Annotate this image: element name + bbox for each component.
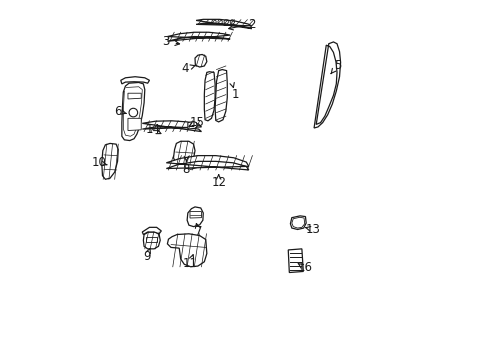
Polygon shape xyxy=(187,207,203,226)
Polygon shape xyxy=(145,237,157,242)
Polygon shape xyxy=(287,249,303,273)
Text: 2: 2 xyxy=(247,18,255,31)
Polygon shape xyxy=(196,19,251,29)
Text: 11: 11 xyxy=(182,257,197,270)
Polygon shape xyxy=(102,143,118,179)
Text: 3: 3 xyxy=(162,35,169,49)
Text: 15: 15 xyxy=(189,116,204,129)
Polygon shape xyxy=(185,157,198,169)
Polygon shape xyxy=(313,42,340,128)
Text: 1: 1 xyxy=(231,88,239,101)
Text: 12: 12 xyxy=(211,176,226,189)
Polygon shape xyxy=(121,77,149,84)
Text: 5: 5 xyxy=(333,59,341,72)
Text: 13: 13 xyxy=(305,223,320,236)
Text: 14: 14 xyxy=(145,123,160,136)
Polygon shape xyxy=(187,122,197,129)
Polygon shape xyxy=(128,93,141,99)
Text: 16: 16 xyxy=(297,261,312,274)
Polygon shape xyxy=(291,217,304,228)
Polygon shape xyxy=(173,141,195,164)
Polygon shape xyxy=(142,227,161,234)
Polygon shape xyxy=(204,72,215,121)
Polygon shape xyxy=(143,232,160,249)
Text: 4: 4 xyxy=(181,62,189,75)
Polygon shape xyxy=(195,54,206,67)
Polygon shape xyxy=(122,82,144,140)
Polygon shape xyxy=(290,216,305,229)
Text: 7: 7 xyxy=(194,225,202,238)
Polygon shape xyxy=(128,118,141,131)
Text: 9: 9 xyxy=(143,249,150,262)
Text: 10: 10 xyxy=(92,156,106,169)
Polygon shape xyxy=(142,121,201,132)
Polygon shape xyxy=(166,156,248,170)
Text: 6: 6 xyxy=(114,105,122,118)
Text: 8: 8 xyxy=(183,163,190,176)
Polygon shape xyxy=(167,32,230,41)
Polygon shape xyxy=(167,234,206,267)
Polygon shape xyxy=(215,69,227,122)
Polygon shape xyxy=(190,212,201,218)
